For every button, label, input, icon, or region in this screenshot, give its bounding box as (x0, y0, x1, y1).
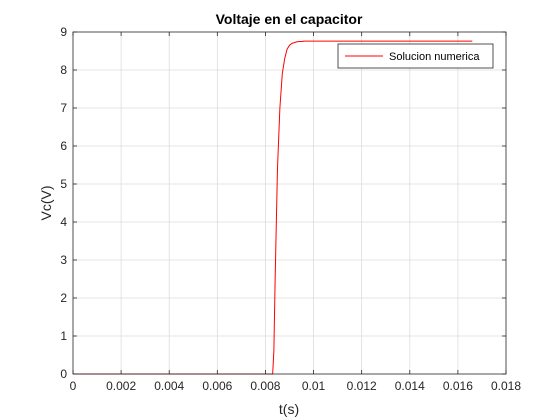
x-tick-label: 0.008 (250, 379, 280, 393)
axes-box (72, 31, 507, 375)
y-tick-label: 7 (60, 101, 67, 115)
axes-background (73, 32, 506, 374)
tick-marks (72, 31, 507, 375)
series-line-0 (73, 40, 473, 375)
x-axis-label: t(s) (279, 401, 299, 417)
y-tick-label: 1 (60, 329, 67, 343)
y-tick-label: 9 (60, 25, 67, 39)
x-tick-label: 0.012 (347, 379, 377, 393)
y-tick-label: 2 (60, 291, 67, 305)
y-axis-label: Vc(V) (38, 186, 54, 221)
y-tick-label: 0 (60, 367, 67, 381)
x-tick-label: 0 (70, 379, 77, 393)
x-tick-label: 0.014 (395, 379, 425, 393)
y-tick-labels: 0 1 2 3 4 5 6 7 8 9 (60, 25, 67, 381)
y-tick-label: 6 (60, 139, 67, 153)
y-tick-label: 8 (60, 63, 67, 77)
x-tick-label: 0.016 (443, 379, 473, 393)
y-tick-label: 3 (60, 253, 67, 267)
grid-lines (73, 32, 506, 374)
x-tick-labels: 0 0.002 0.004 0.006 0.008 0.01 0.012 0.014 0.016… (70, 379, 522, 393)
legend: Solucion numerica (337, 43, 494, 69)
y-tick-label: 5 (60, 177, 67, 191)
x-tick-label: 0.01 (302, 379, 326, 393)
series-layer (73, 40, 473, 375)
x-tick-label: 0.018 (491, 379, 521, 393)
chart-title: Voltaje en el capacitor (216, 11, 363, 27)
x-tick-label: 0.006 (202, 379, 232, 393)
y-tick-label: 4 (60, 215, 67, 229)
x-tick-label: 0.002 (106, 379, 136, 393)
legend-label: Solucion numerica (389, 51, 480, 63)
x-tick-label: 0.004 (154, 379, 184, 393)
